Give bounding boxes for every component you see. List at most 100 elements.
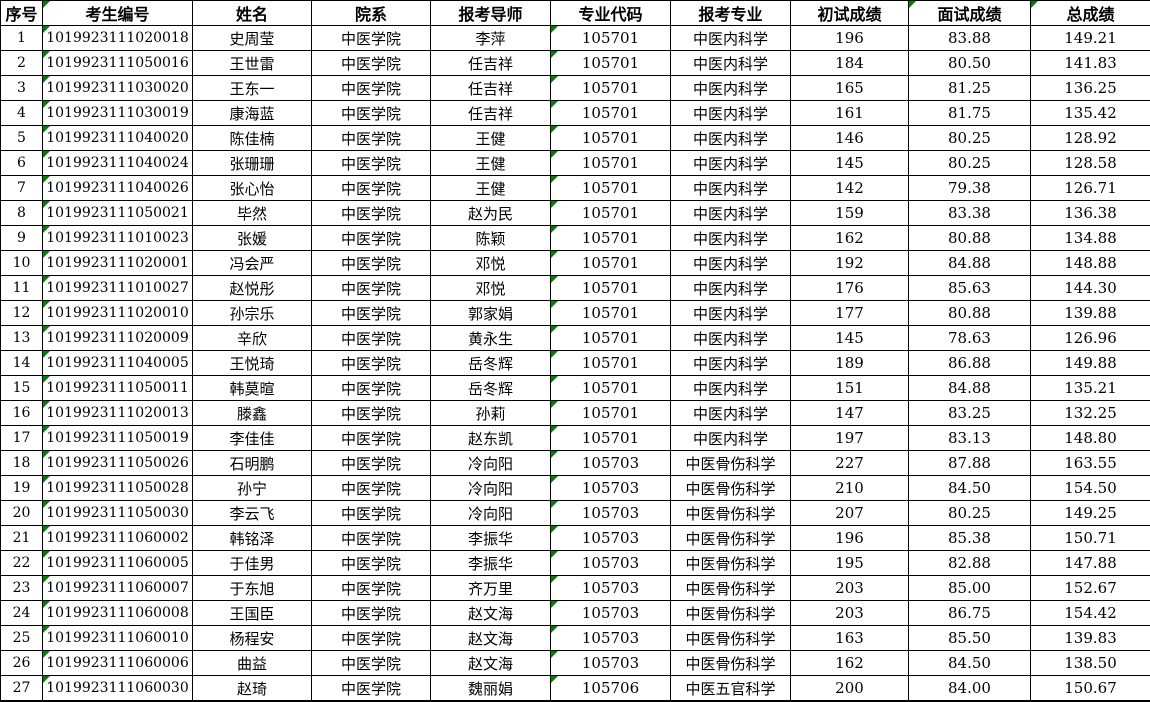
cell-candidate-id[interactable]: 1019923111050030 [43,501,193,526]
cell-department[interactable]: 中医学院 [312,301,431,326]
cell-major[interactable]: 中医内科学 [671,151,791,176]
cell-name[interactable]: 张珊珊 [193,151,312,176]
cell-name[interactable]: 李云飞 [193,501,312,526]
cell-total-score[interactable]: 144.30 [1031,276,1150,301]
cell-index[interactable]: 5 [1,126,43,151]
cell-name[interactable]: 赵琦 [193,676,312,702]
cell-name[interactable]: 曲益 [193,651,312,676]
cell-candidate-id[interactable]: 1019923111060006 [43,651,193,676]
cell-major[interactable]: 中医内科学 [671,251,791,276]
cell-advisor[interactable]: 孙莉 [431,401,551,426]
cell-advisor[interactable]: 邓悦 [431,251,551,276]
cell-total-score[interactable]: 136.38 [1031,201,1150,226]
cell-major-code[interactable]: 105701 [551,26,671,51]
cell-department[interactable]: 中医学院 [312,376,431,401]
cell-initial-score[interactable]: 145 [791,326,909,351]
cell-candidate-id[interactable]: 1019923111010027 [43,276,193,301]
cell-name[interactable]: 毕然 [193,201,312,226]
cell-major-code[interactable]: 105701 [551,126,671,151]
cell-interview-score[interactable]: 80.25 [909,151,1031,176]
cell-major[interactable]: 中医骨伤科学 [671,501,791,526]
cell-major-code[interactable]: 105701 [551,176,671,201]
cell-name[interactable]: 赵悦彤 [193,276,312,301]
cell-interview-score[interactable]: 78.63 [909,326,1031,351]
cell-major[interactable]: 中医内科学 [671,276,791,301]
cell-interview-score[interactable]: 84.88 [909,251,1031,276]
cell-major-code[interactable]: 105703 [551,576,671,601]
cell-total-score[interactable]: 135.21 [1031,376,1150,401]
cell-total-score[interactable]: 148.88 [1031,251,1150,276]
cell-index[interactable]: 7 [1,176,43,201]
cell-index[interactable]: 4 [1,101,43,126]
cell-initial-score[interactable]: 176 [791,276,909,301]
cell-interview-score[interactable]: 80.50 [909,51,1031,76]
cell-name[interactable]: 陈佳楠 [193,126,312,151]
cell-index[interactable]: 12 [1,301,43,326]
cell-initial-score[interactable]: 161 [791,101,909,126]
cell-total-score[interactable]: 150.71 [1031,526,1150,551]
cell-department[interactable]: 中医学院 [312,126,431,151]
cell-interview-score[interactable]: 80.88 [909,226,1031,251]
cell-candidate-id[interactable]: 1019923111020001 [43,251,193,276]
cell-initial-score[interactable]: 146 [791,126,909,151]
cell-total-score[interactable]: 136.25 [1031,76,1150,101]
cell-name[interactable]: 孙宗乐 [193,301,312,326]
cell-department[interactable]: 中医学院 [312,201,431,226]
cell-index[interactable]: 15 [1,376,43,401]
cell-interview-score[interactable]: 85.38 [909,526,1031,551]
cell-total-score[interactable]: 128.92 [1031,126,1150,151]
cell-initial-score[interactable]: 200 [791,676,909,702]
cell-major[interactable]: 中医内科学 [671,126,791,151]
cell-candidate-id[interactable]: 1019923111060002 [43,526,193,551]
cell-candidate-id[interactable]: 1019923111040026 [43,176,193,201]
cell-department[interactable]: 中医学院 [312,26,431,51]
cell-index[interactable]: 16 [1,401,43,426]
cell-index[interactable]: 24 [1,601,43,626]
cell-department[interactable]: 中医学院 [312,526,431,551]
cell-total-score[interactable]: 150.67 [1031,676,1150,702]
cell-interview-score[interactable]: 80.88 [909,301,1031,326]
cell-initial-score[interactable]: 207 [791,501,909,526]
cell-advisor[interactable]: 赵文海 [431,601,551,626]
cell-name[interactable]: 石明鹏 [193,451,312,476]
cell-advisor[interactable]: 赵文海 [431,651,551,676]
cell-advisor[interactable]: 任吉祥 [431,101,551,126]
cell-initial-score[interactable]: 162 [791,226,909,251]
cell-candidate-id[interactable]: 1019923111060005 [43,551,193,576]
cell-total-score[interactable]: 149.25 [1031,501,1150,526]
cell-candidate-id[interactable]: 1019923111060030 [43,676,193,702]
cell-initial-score[interactable]: 192 [791,251,909,276]
cell-major-code[interactable]: 105703 [551,601,671,626]
cell-candidate-id[interactable]: 1019923111020013 [43,401,193,426]
cell-advisor[interactable]: 任吉祥 [431,76,551,101]
cell-candidate-id[interactable]: 1019923111030019 [43,101,193,126]
cell-advisor[interactable]: 王健 [431,126,551,151]
cell-department[interactable]: 中医学院 [312,551,431,576]
cell-department[interactable]: 中医学院 [312,51,431,76]
cell-major[interactable]: 中医骨伤科学 [671,551,791,576]
cell-interview-score[interactable]: 83.13 [909,426,1031,451]
column-header-candidate-id[interactable]: 考生编号 [43,1,193,26]
cell-department[interactable]: 中医学院 [312,651,431,676]
cell-major-code[interactable]: 105701 [551,251,671,276]
cell-initial-score[interactable]: 147 [791,401,909,426]
cell-initial-score[interactable]: 189 [791,351,909,376]
cell-index[interactable]: 19 [1,476,43,501]
cell-interview-score[interactable]: 81.75 [909,101,1031,126]
cell-total-score[interactable]: 149.21 [1031,26,1150,51]
cell-interview-score[interactable]: 79.38 [909,176,1031,201]
cell-candidate-id[interactable]: 1019923111050011 [43,376,193,401]
cell-index[interactable]: 9 [1,226,43,251]
cell-interview-score[interactable]: 84.50 [909,651,1031,676]
cell-total-score[interactable]: 148.80 [1031,426,1150,451]
cell-candidate-id[interactable]: 1019923111050019 [43,426,193,451]
cell-name[interactable]: 韩莫暄 [193,376,312,401]
cell-advisor[interactable]: 王健 [431,151,551,176]
cell-total-score[interactable]: 139.83 [1031,626,1150,651]
cell-advisor[interactable]: 赵为民 [431,201,551,226]
cell-advisor[interactable]: 齐万里 [431,576,551,601]
cell-initial-score[interactable]: 197 [791,426,909,451]
cell-initial-score[interactable]: 196 [791,26,909,51]
cell-initial-score[interactable]: 203 [791,576,909,601]
cell-index[interactable]: 6 [1,151,43,176]
